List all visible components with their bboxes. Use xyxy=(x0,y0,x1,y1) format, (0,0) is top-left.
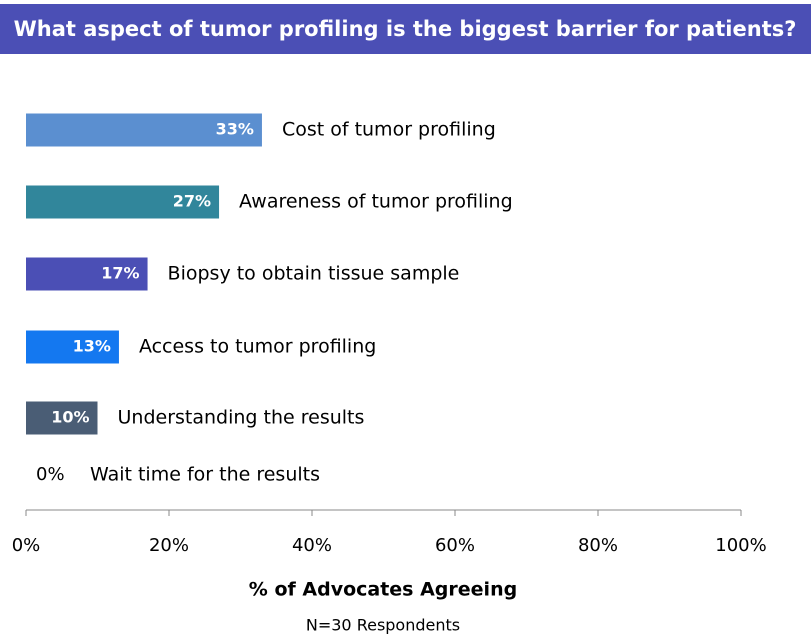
value-label: 27% xyxy=(173,192,211,211)
category-label: Biopsy to obtain tissue sample xyxy=(168,263,460,285)
category-label: Access to tumor profiling xyxy=(139,336,376,358)
category-label: Cost of tumor profiling xyxy=(282,119,496,141)
bar xyxy=(26,113,262,147)
title-banner xyxy=(0,4,811,54)
value-label: 13% xyxy=(73,337,111,356)
x-tick-label: 0% xyxy=(12,535,41,556)
chart-title: What aspect of tumor profiling is the bi… xyxy=(14,17,797,41)
value-label: 33% xyxy=(216,120,254,139)
category-label: Awareness of tumor profiling xyxy=(239,191,513,213)
x-tick-label: 100% xyxy=(715,535,766,556)
category-label: Understanding the results xyxy=(118,407,365,429)
bar xyxy=(26,257,148,291)
x-axis-label: % of Advocates Agreeing xyxy=(249,579,517,601)
x-tick-label: 60% xyxy=(435,535,475,556)
value-label: 10% xyxy=(51,408,89,427)
x-tick-label: 20% xyxy=(149,535,189,556)
bar xyxy=(26,185,220,219)
x-tick-label: 40% xyxy=(292,535,332,556)
annotation: N=30 Respondents xyxy=(306,616,460,635)
value-label: 17% xyxy=(101,264,139,283)
bar xyxy=(26,330,119,364)
x-tick-label: 80% xyxy=(578,535,618,556)
value-label: 0% xyxy=(36,464,65,485)
category-label: Wait time for the results xyxy=(90,464,320,486)
bar xyxy=(26,401,98,435)
